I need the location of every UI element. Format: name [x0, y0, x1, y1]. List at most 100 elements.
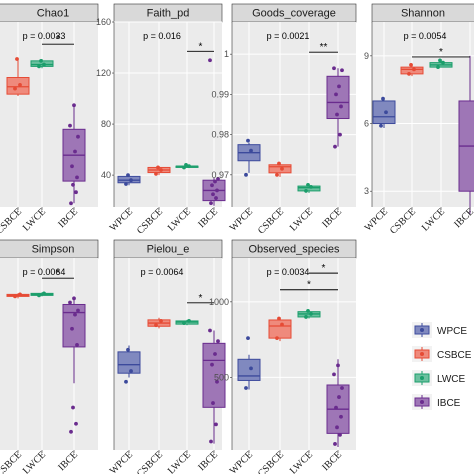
legend-label: LWCE	[437, 374, 465, 385]
box-CSBCE	[400, 66, 424, 75]
box-WPCE	[237, 358, 261, 381]
data-point	[210, 362, 214, 367]
data-point	[76, 308, 80, 313]
data-point	[309, 312, 313, 316]
box-CSBCE	[268, 319, 292, 339]
x-tick-label: CSBCE	[0, 206, 24, 236]
panel-title: Pielou_e	[147, 244, 190, 256]
legend-label: WPCE	[437, 326, 467, 337]
box-CSBCE	[6, 77, 30, 95]
data-point	[156, 165, 160, 170]
data-point	[407, 71, 411, 76]
data-point	[306, 309, 310, 313]
legend-point	[420, 352, 424, 356]
data-point	[126, 347, 130, 352]
data-point	[209, 439, 213, 444]
data-point	[244, 172, 248, 177]
data-point	[436, 65, 440, 70]
data-point	[72, 103, 76, 108]
data-point	[74, 421, 78, 426]
data-point	[13, 294, 17, 299]
legend-label: CSBCE	[437, 350, 472, 361]
data-point	[306, 182, 310, 187]
legend-label: IBCE	[437, 398, 461, 409]
data-point	[216, 339, 220, 344]
data-point	[280, 322, 284, 327]
data-point	[384, 110, 388, 115]
data-point	[211, 401, 215, 405]
x-tick-label: LWCE	[420, 206, 447, 233]
legend: WPCE CSBCE LWCE IBCE	[412, 322, 472, 410]
x-tick-label: LWCE	[288, 449, 315, 474]
significance-label: *	[56, 268, 60, 279]
x-tick-label: WPCE	[228, 449, 255, 474]
x-tick-label: LWCE	[21, 449, 48, 474]
data-point	[18, 292, 22, 297]
data-point	[214, 422, 218, 427]
significance-label: *	[56, 34, 60, 45]
box-LWCE	[297, 185, 321, 192]
panel-title: Chao1	[37, 8, 69, 20]
p-value-label: p = 0.016	[143, 31, 181, 41]
box-IBCE	[202, 342, 226, 408]
data-point	[42, 291, 46, 296]
panel-2: Goods_coverage 0.97 0.98 0.99 1 p = 0.0021 ** W…	[211, 3, 357, 237]
data-point	[68, 300, 72, 305]
data-point	[211, 192, 215, 197]
data-point	[71, 182, 75, 187]
significance-label: *	[199, 41, 203, 52]
data-point	[71, 405, 75, 410]
p-value-label: p = 0.0033	[23, 31, 66, 41]
data-point	[216, 177, 220, 181]
panel-title: Observed_species	[248, 244, 340, 256]
x-tick-label: IBCE	[452, 206, 474, 230]
data-point	[249, 366, 253, 371]
data-point	[337, 84, 341, 89]
p-value-label: p = 0.0064	[141, 267, 184, 277]
p-value-label: p = 0.0064	[23, 267, 66, 277]
significance-label: **	[320, 42, 328, 53]
data-point	[37, 64, 41, 69]
x-tick-label: IBCE	[196, 206, 220, 230]
data-point	[70, 326, 74, 331]
data-point	[210, 183, 214, 188]
x-tick-label: WPCE	[363, 206, 390, 233]
legend-point	[420, 400, 424, 404]
significance-label: *	[439, 47, 443, 58]
x-tick-label: LWCE	[21, 206, 48, 233]
data-point	[73, 312, 77, 317]
x-tick-label: CSBCE	[256, 206, 286, 236]
data-point	[441, 60, 445, 65]
data-point	[213, 179, 217, 184]
y-tick-label: 40	[101, 170, 111, 180]
panel-title: Faith_pd	[147, 8, 190, 20]
panel-title: Goods_coverage	[252, 8, 336, 20]
data-point	[381, 96, 385, 101]
y-tick-label: 120	[96, 68, 111, 78]
data-point	[18, 83, 22, 87]
data-point	[275, 172, 279, 177]
p-value-label: p = 0.0021	[267, 31, 310, 41]
data-point	[215, 379, 219, 384]
data-point	[335, 112, 339, 117]
data-point	[129, 178, 133, 183]
x-tick-label: IBCE	[320, 449, 344, 473]
data-point	[182, 165, 186, 170]
x-tick-label: CSBCE	[135, 449, 165, 474]
data-point	[69, 201, 73, 206]
p-value-label: p = 0.0054	[404, 31, 447, 41]
box-CSBCE	[268, 164, 292, 174]
box-WPCE	[117, 351, 141, 374]
x-tick-label: CSBCE	[0, 449, 24, 474]
data-point	[214, 196, 218, 200]
x-tick-label: LWCE	[288, 206, 315, 233]
data-point	[338, 132, 342, 137]
x-tick-label: WPCE	[108, 449, 135, 474]
data-point	[309, 184, 313, 189]
data-point	[75, 343, 79, 347]
y-tick-label: 0.99	[211, 89, 229, 99]
y-tick-label: 3	[364, 186, 369, 196]
x-tick-label: WPCE	[228, 206, 255, 233]
x-tick-label: CSBCE	[256, 449, 286, 474]
